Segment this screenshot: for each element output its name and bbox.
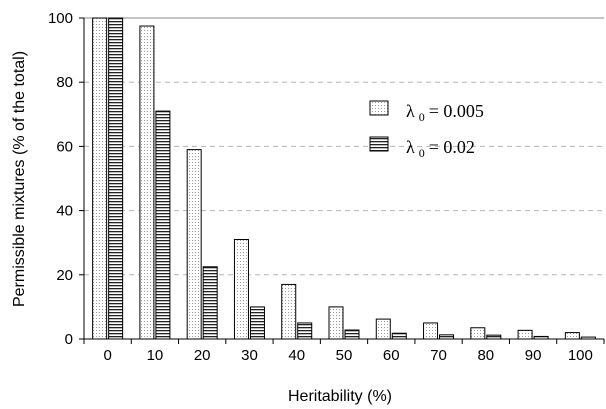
bar-series-2-50 bbox=[344, 329, 360, 340]
axes bbox=[79, 17, 605, 344]
x-tick-label-30: 30 bbox=[241, 347, 258, 364]
y-tick-label-20: 20 bbox=[56, 267, 73, 284]
x-tick-label-60: 60 bbox=[383, 347, 400, 364]
bar-series-2-20 bbox=[202, 266, 218, 340]
x-tick-label-20: 20 bbox=[194, 347, 211, 364]
legend-swatch-series-2 bbox=[369, 136, 389, 152]
x-tick-label-0: 0 bbox=[103, 347, 111, 364]
gridlines bbox=[84, 17, 604, 276]
bar-series-2-30 bbox=[249, 306, 265, 340]
bar-series-1-0 bbox=[92, 17, 108, 340]
bar-series-1-30 bbox=[233, 238, 249, 340]
legend-swatch-series-1 bbox=[369, 100, 389, 116]
bar-series-2-60 bbox=[391, 332, 407, 340]
bar-series-1-50 bbox=[328, 306, 344, 340]
y-tick-labels: 0 20 40 60 80 100 bbox=[48, 10, 73, 348]
bar-series-2-10 bbox=[155, 110, 171, 340]
bar-series-1-20 bbox=[186, 149, 202, 340]
bar-series-2-80 bbox=[486, 334, 502, 340]
bars bbox=[92, 17, 596, 340]
x-tick-label-100: 100 bbox=[568, 347, 593, 364]
bar-series-1-40 bbox=[281, 283, 297, 340]
legend: λ 0 = 0.005 λ 0 = 0.02 bbox=[369, 100, 484, 160]
y-tick-label-60: 60 bbox=[56, 138, 73, 155]
y-tick-label-100: 100 bbox=[48, 10, 73, 27]
bar-series-2-70 bbox=[439, 334, 455, 340]
bar-series-1-70 bbox=[423, 322, 439, 340]
x-tick-labels: 0 10 20 30 40 50 60 70 80 90 100 bbox=[103, 347, 592, 364]
x-tick-label-50: 50 bbox=[336, 347, 353, 364]
y-tick-label-0: 0 bbox=[65, 331, 73, 348]
y-axis-title: Permissible mixtures (% of the total) bbox=[11, 51, 28, 307]
x-tick-label-40: 40 bbox=[288, 347, 305, 364]
bar-series-2-0 bbox=[108, 17, 124, 340]
bar-series-1-10 bbox=[139, 25, 155, 340]
bar-series-1-100 bbox=[564, 332, 580, 340]
y-tick-label-40: 40 bbox=[56, 203, 73, 220]
legend-label-series-1: λ 0 = 0.005 bbox=[406, 101, 484, 124]
x-tick-label-80: 80 bbox=[477, 347, 494, 364]
x-axis-title: Heritability (%) bbox=[288, 388, 392, 405]
bar-series-1-60 bbox=[375, 318, 391, 340]
bar-series-1-90 bbox=[517, 329, 533, 340]
bar-series-1-80 bbox=[470, 327, 486, 340]
x-tick-label-10: 10 bbox=[147, 347, 164, 364]
legend-label-series-2: λ 0 = 0.02 bbox=[406, 137, 475, 160]
y-tick-label-80: 80 bbox=[56, 74, 73, 91]
x-tick-label-90: 90 bbox=[525, 347, 542, 364]
bar-series-2-40 bbox=[297, 322, 313, 340]
x-tick-label-70: 70 bbox=[430, 347, 447, 364]
